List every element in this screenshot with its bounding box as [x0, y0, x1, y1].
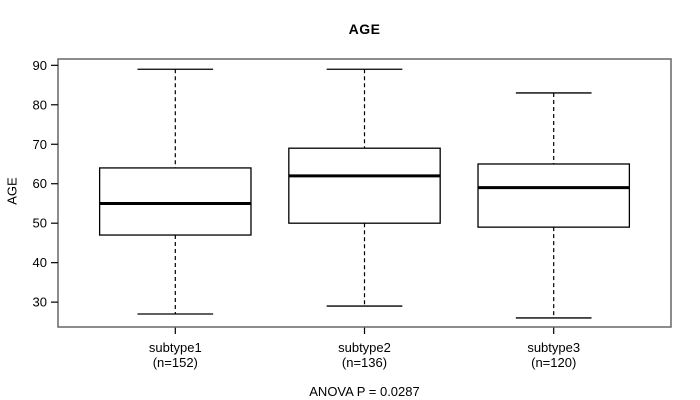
iqr-box	[477, 163, 631, 228]
x-category-sublabel: (n=136)	[342, 355, 387, 370]
y-tick-label: 70	[33, 137, 47, 152]
chart-title: AGE	[348, 21, 381, 37]
x-category-sublabel: (n=120)	[531, 355, 576, 370]
y-tick-label: 90	[33, 58, 47, 73]
y-tick-label: 40	[33, 255, 47, 270]
x-category-label: subtype1	[149, 340, 202, 355]
iqr-box	[288, 147, 441, 224]
x-category-label: subtype2	[338, 340, 391, 355]
y-tick-label: 50	[33, 216, 47, 231]
x-category-label: subtype3	[527, 340, 580, 355]
x-category-sublabel: (n=152)	[153, 355, 198, 370]
plot-frame	[57, 58, 672, 328]
iqr-box	[98, 167, 252, 236]
y-tick-label: 30	[33, 295, 47, 310]
y-tick-label: 80	[33, 97, 47, 112]
y-tick-label: 60	[33, 176, 47, 191]
anova-footnote: ANOVA P = 0.0287	[309, 384, 420, 399]
